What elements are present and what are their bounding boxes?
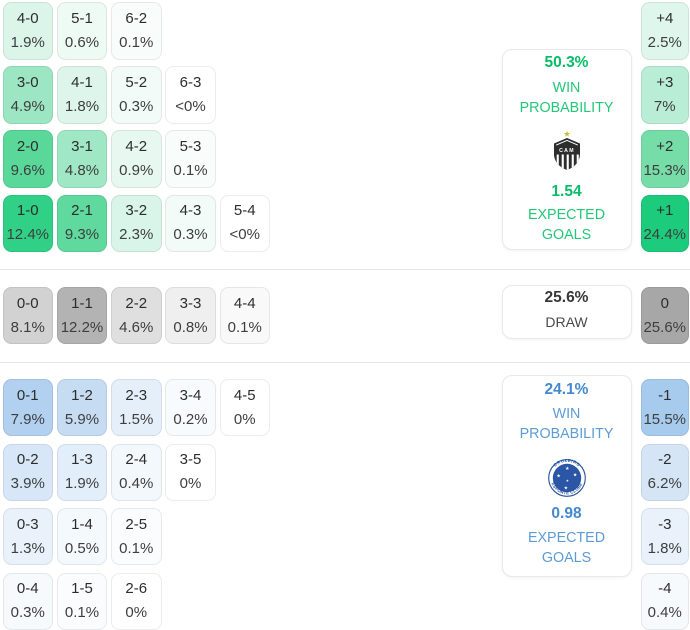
svg-text:CAM: CAM bbox=[559, 148, 575, 154]
svg-text:CRUZEIRO: CRUZEIRO bbox=[552, 459, 581, 468]
